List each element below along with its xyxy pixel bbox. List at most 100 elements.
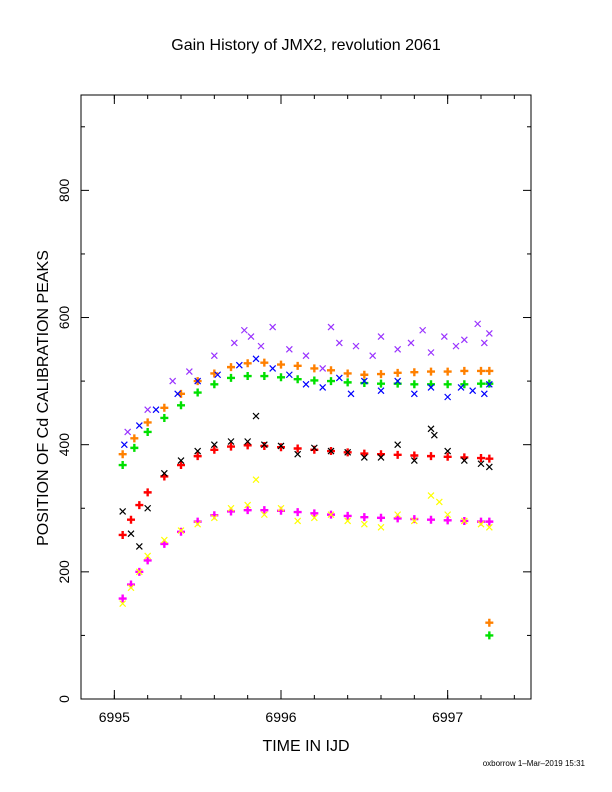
y-tick-label: 200 [56, 560, 72, 584]
data-point [227, 442, 235, 451]
data-point [227, 373, 235, 382]
data-point [327, 366, 335, 375]
data-point [327, 511, 335, 519]
data-point [427, 425, 435, 433]
x-tick-label: 6995 [99, 709, 130, 725]
data-point [277, 360, 285, 369]
data-point [227, 363, 235, 372]
data-point [243, 372, 252, 381]
x-tick-label: 6996 [265, 709, 296, 725]
data-point [310, 364, 319, 373]
data-point [210, 441, 218, 449]
data-point [194, 520, 202, 528]
data-point [260, 511, 268, 519]
data-point [444, 393, 452, 401]
data-point [193, 388, 202, 397]
x-tick-label: 6997 [432, 709, 463, 725]
data-point [310, 514, 318, 522]
data-point [460, 380, 469, 389]
data-point [352, 342, 360, 350]
data-point [214, 371, 222, 379]
data-point [440, 333, 448, 341]
data-point [177, 401, 185, 410]
data-point [285, 371, 293, 379]
data-point [230, 339, 238, 347]
data-point [244, 438, 252, 445]
data-point [143, 418, 152, 427]
data-point [235, 361, 243, 369]
data-point [144, 504, 152, 512]
data-point [360, 453, 368, 461]
data-point [193, 452, 202, 461]
data-point [160, 413, 169, 422]
data-point [327, 323, 335, 331]
footer-stamp: oxborrow 1–Mar–2019 15:31 [482, 759, 585, 768]
data-point [252, 476, 260, 484]
data-point [143, 556, 152, 565]
data-point [277, 442, 285, 450]
data-point [360, 379, 369, 388]
data-point [152, 406, 160, 414]
data-point [443, 516, 452, 525]
data-point [169, 377, 177, 385]
data-point [130, 443, 139, 452]
data-point [118, 450, 127, 459]
data-point [260, 506, 269, 515]
data-point [419, 326, 427, 334]
data-point [343, 511, 352, 520]
data-point [444, 511, 452, 519]
data-point [127, 515, 135, 524]
data-point [477, 366, 485, 375]
y-tick-label: 0 [56, 695, 72, 703]
data-point [319, 364, 327, 372]
data-point [477, 379, 485, 388]
data-point [393, 450, 402, 459]
y-axis-label: POSITION OF Cd CALIBRATION PEAKS [35, 250, 52, 546]
data-point [119, 508, 127, 515]
data-point [427, 515, 435, 524]
data-point [119, 600, 127, 608]
data-point [260, 441, 268, 449]
data-point [277, 504, 285, 512]
data-point [435, 498, 443, 506]
data-point [427, 452, 435, 461]
data-point [343, 378, 352, 387]
data-point [210, 352, 218, 360]
data-point [443, 367, 452, 376]
data-point [369, 352, 377, 360]
y-tick-label: 800 [56, 178, 72, 202]
data-point [310, 445, 319, 454]
data-point [452, 342, 460, 350]
data-point [143, 488, 152, 497]
data-point [160, 469, 168, 477]
data-point [257, 342, 265, 350]
data-point [130, 434, 139, 443]
data-point [302, 352, 310, 360]
data-point [240, 326, 248, 334]
data-point [485, 618, 494, 627]
data-point [394, 511, 402, 519]
data-point [427, 349, 435, 356]
data-point [410, 368, 419, 377]
data-point [485, 366, 494, 375]
data-point [407, 339, 415, 347]
data-point [427, 492, 435, 499]
data-point [347, 390, 355, 398]
data-point [247, 333, 255, 341]
data-point [427, 367, 435, 376]
data-point [177, 527, 185, 534]
data-point [243, 506, 252, 515]
data-point [252, 412, 260, 420]
data-point [485, 631, 494, 640]
data-point [377, 453, 385, 461]
data-point [174, 390, 182, 398]
y-tick-label: 400 [56, 433, 72, 457]
data-point [252, 355, 260, 363]
data-point [210, 514, 218, 522]
data-point [294, 450, 302, 458]
data-point [310, 376, 319, 385]
data-point [394, 377, 402, 385]
data-point [243, 359, 252, 368]
data-point [394, 345, 402, 353]
data-point [118, 530, 127, 539]
